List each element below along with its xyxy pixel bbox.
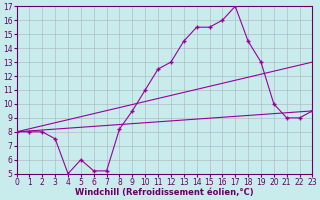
X-axis label: Windchill (Refroidissement éolien,°C): Windchill (Refroidissement éolien,°C) — [75, 188, 254, 197]
